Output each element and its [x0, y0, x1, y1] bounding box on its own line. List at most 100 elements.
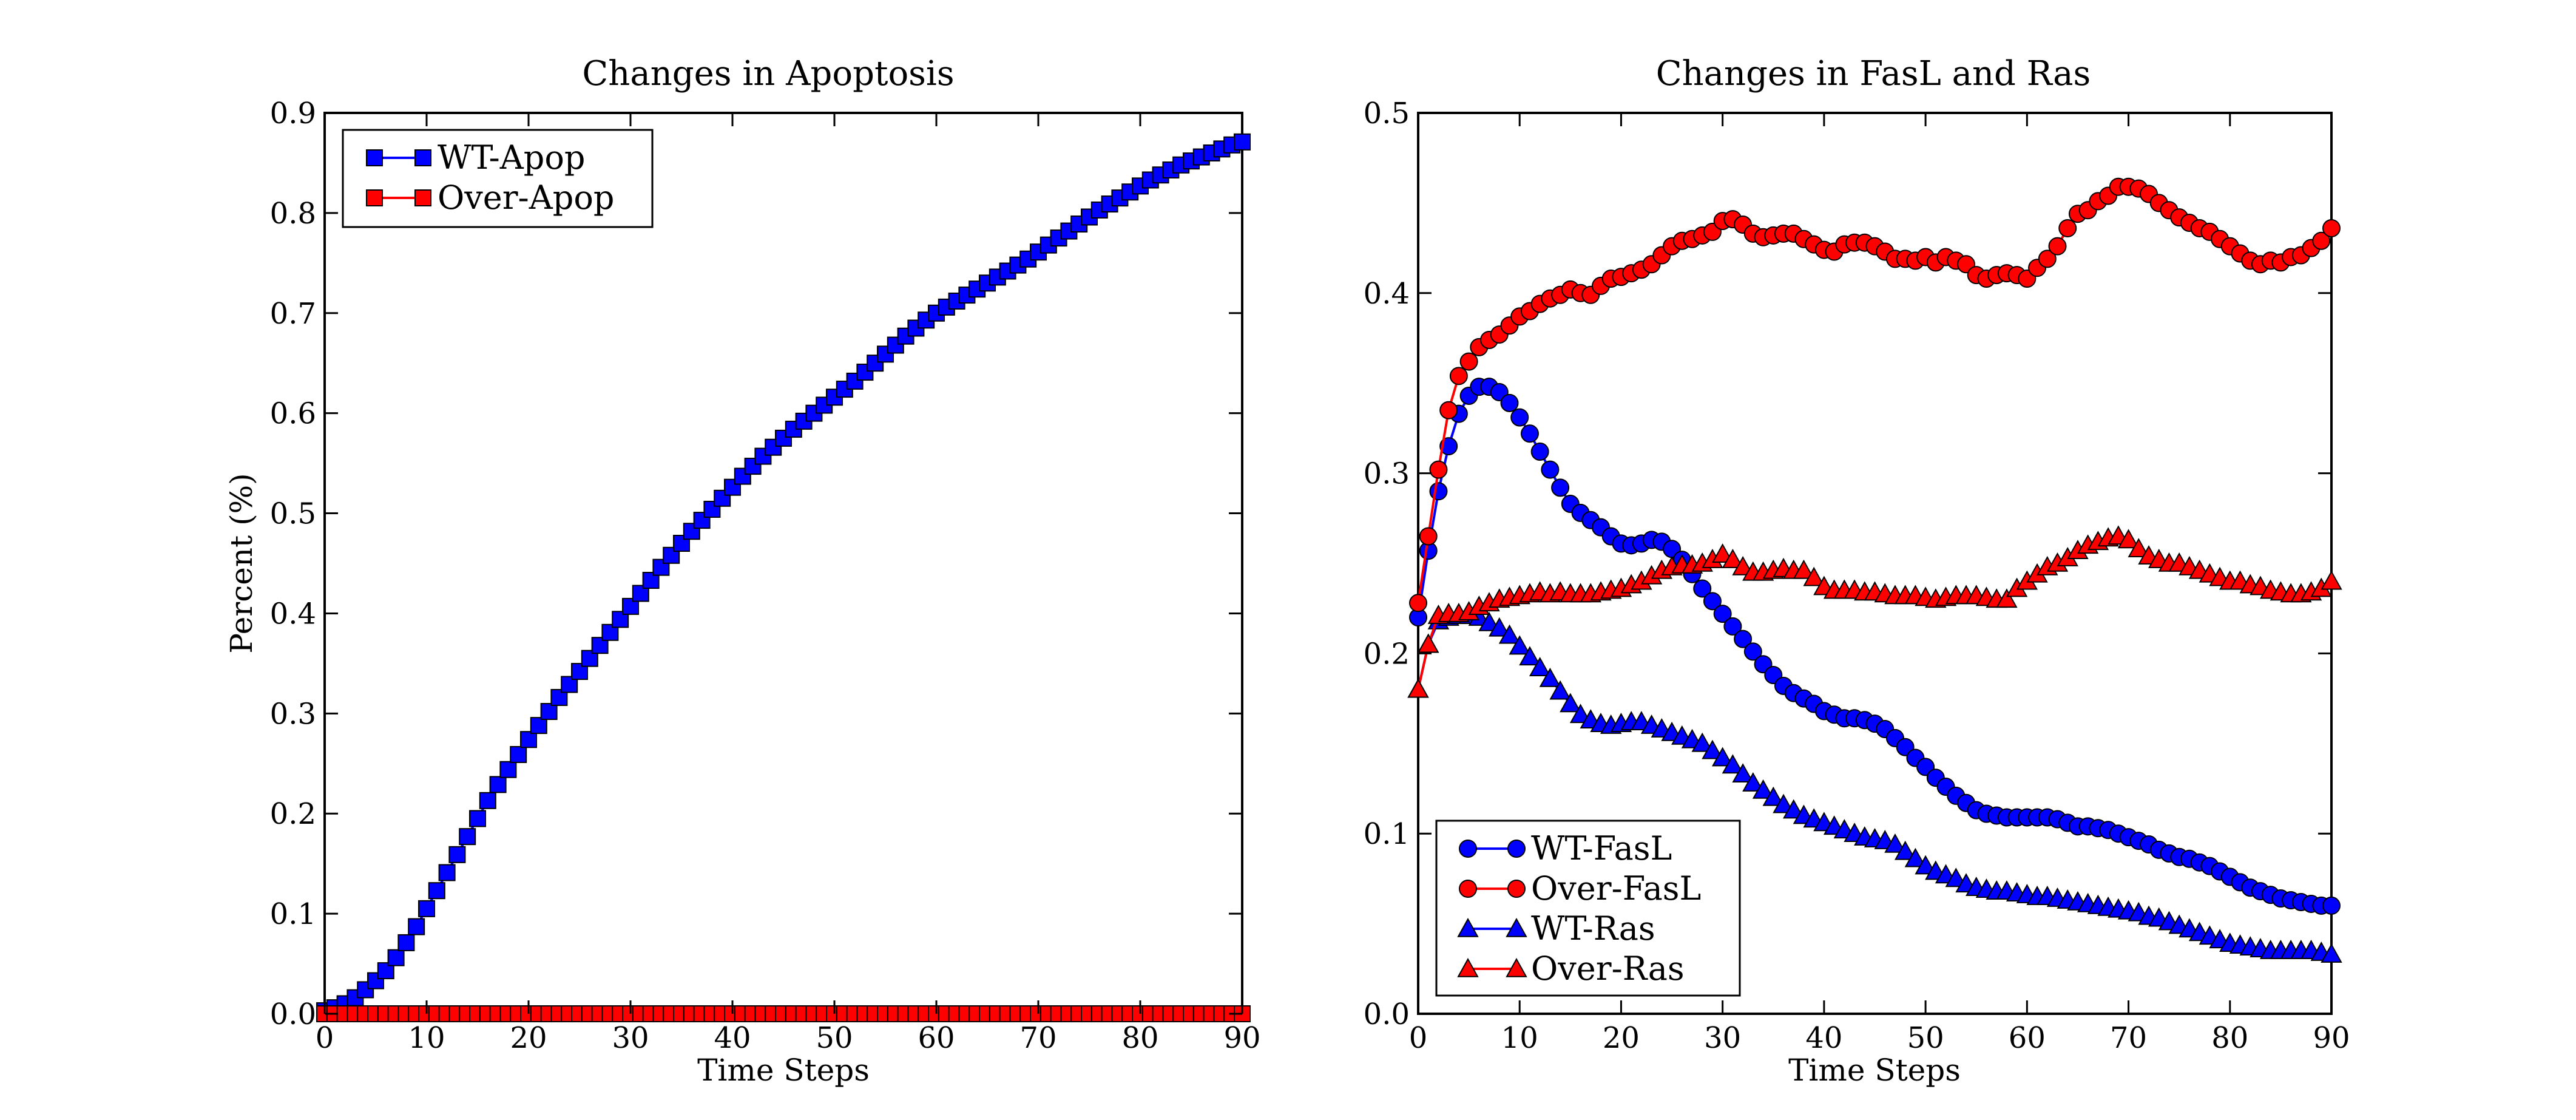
data-point: [469, 810, 486, 827]
data-point: [1519, 646, 1541, 666]
y-tick-label: 0.3: [1364, 457, 1410, 491]
data-point: [1691, 732, 1713, 752]
legend-marker: [1459, 840, 1477, 858]
data-point: [1549, 680, 1571, 700]
x-axis-label: Time Steps: [697, 1053, 870, 1088]
data-point: [2322, 219, 2341, 237]
y-tick-label: 0.1: [1364, 817, 1410, 851]
data-point: [1498, 624, 1521, 644]
y-tick-label: 0.5: [270, 497, 316, 531]
legend-marker: [1457, 957, 1479, 977]
legend-marker: [366, 149, 383, 166]
chart-title: Changes in Apoptosis: [582, 54, 954, 93]
data-point: [1541, 460, 1560, 479]
data-point: [1418, 633, 1439, 653]
data-point: [1500, 393, 1519, 412]
x-tick-label: 70: [1019, 1021, 1056, 1055]
data-point: [1762, 786, 1784, 806]
x-tick-label: 10: [408, 1021, 445, 1055]
data-point: [1713, 605, 1732, 623]
data-point: [703, 500, 721, 518]
data-point: [1752, 779, 1774, 799]
legend-box: [342, 129, 654, 228]
y-tick-label: 0.6: [270, 397, 316, 431]
data-point: [2321, 570, 2342, 590]
data-point: [1529, 657, 1551, 676]
data-point: [1732, 763, 1754, 783]
data-point: [1702, 739, 1723, 759]
fasl-ras-chart: Changes in FasL and Ras 0 10 20 30 40 50 60 70 8…: [1364, 54, 2350, 1088]
y-tick-label: 0.2: [270, 797, 316, 831]
data-point: [744, 458, 762, 475]
y-tick-label: 0.9: [270, 97, 316, 131]
y-tick-label: 0.4: [1364, 277, 1410, 311]
legend-marker: [1457, 917, 1479, 937]
data-point: [1551, 478, 1570, 497]
data-point: [1734, 630, 1753, 648]
legend-item: Over-FasL: [1459, 869, 1701, 908]
x-tick-label: 40: [1805, 1021, 1842, 1055]
x-tick-label: 50: [816, 1021, 853, 1055]
legend-label: Over-Ras: [1531, 949, 1685, 988]
series-over-fasl: [1409, 177, 2341, 613]
y-tick-label: 0.0: [270, 997, 316, 1031]
data-point: [1711, 543, 1734, 563]
legend-label: Over-Apop: [438, 178, 614, 217]
x-tick-label: 80: [2211, 1021, 2248, 1055]
legend-label: Over-FasL: [1531, 869, 1701, 908]
data-point: [632, 585, 649, 602]
x-tick-label: 50: [1907, 1021, 1944, 1055]
y-tick-label: 0.1: [270, 897, 316, 931]
data-point: [2058, 219, 2077, 237]
x-tick-label: 60: [918, 1021, 955, 1055]
data-point: [683, 523, 700, 540]
data-point: [1459, 352, 1478, 371]
x-axis-label: Time Steps: [1788, 1053, 1961, 1088]
data-point: [622, 597, 639, 615]
series-layer: [1407, 177, 2342, 963]
data-point: [1742, 772, 1764, 792]
data-point: [2128, 538, 2149, 558]
data-point: [1945, 867, 1967, 888]
y-tick-label: 0.4: [270, 597, 316, 631]
chart-title: Changes in FasL and Ras: [1656, 54, 2091, 93]
plot-area: [1417, 112, 2333, 1015]
data-point: [1510, 408, 1529, 427]
data-point: [1793, 559, 1815, 579]
data-point: [1894, 840, 1916, 860]
legend-item: Over-Ras: [1457, 949, 1685, 988]
data-point: [1429, 482, 1448, 501]
series-line: [1417, 535, 2333, 690]
series-line: [324, 140, 1243, 1013]
data-point: [1803, 566, 1825, 586]
data-point: [581, 650, 598, 667]
data-point: [2048, 237, 2067, 256]
data-point: [1693, 579, 1712, 598]
x-tick-label: 0: [316, 1021, 334, 1055]
series-wt-fasl: [1409, 378, 2341, 915]
data-point: [1489, 617, 1510, 637]
data-point: [438, 864, 456, 881]
legend-label: WT-Apop: [438, 138, 585, 177]
legend-item: Over-Apop: [366, 178, 614, 217]
legend-item: WT-Ras: [1457, 909, 1655, 948]
series-over-apop: [316, 1005, 1251, 1022]
legend-marker: [1507, 840, 1526, 858]
data-point: [1569, 704, 1592, 724]
data-point: [1407, 678, 1429, 698]
data-point: [1439, 401, 1458, 419]
data-point: [1996, 588, 2018, 608]
data-point: [1520, 424, 1539, 443]
x-tick-label: 0: [1409, 1021, 1428, 1055]
x-tick-label: 80: [1121, 1021, 1158, 1055]
series-layer: [316, 133, 1251, 1022]
data-point: [540, 703, 558, 721]
data-point: [1530, 442, 1549, 461]
data-point: [2038, 249, 2057, 268]
legend-marker: [1506, 917, 1527, 937]
y-tick-label: 0.2: [1364, 637, 1410, 671]
data-point: [1723, 617, 1742, 636]
data-point: [530, 717, 547, 735]
data-point: [1234, 133, 1251, 151]
